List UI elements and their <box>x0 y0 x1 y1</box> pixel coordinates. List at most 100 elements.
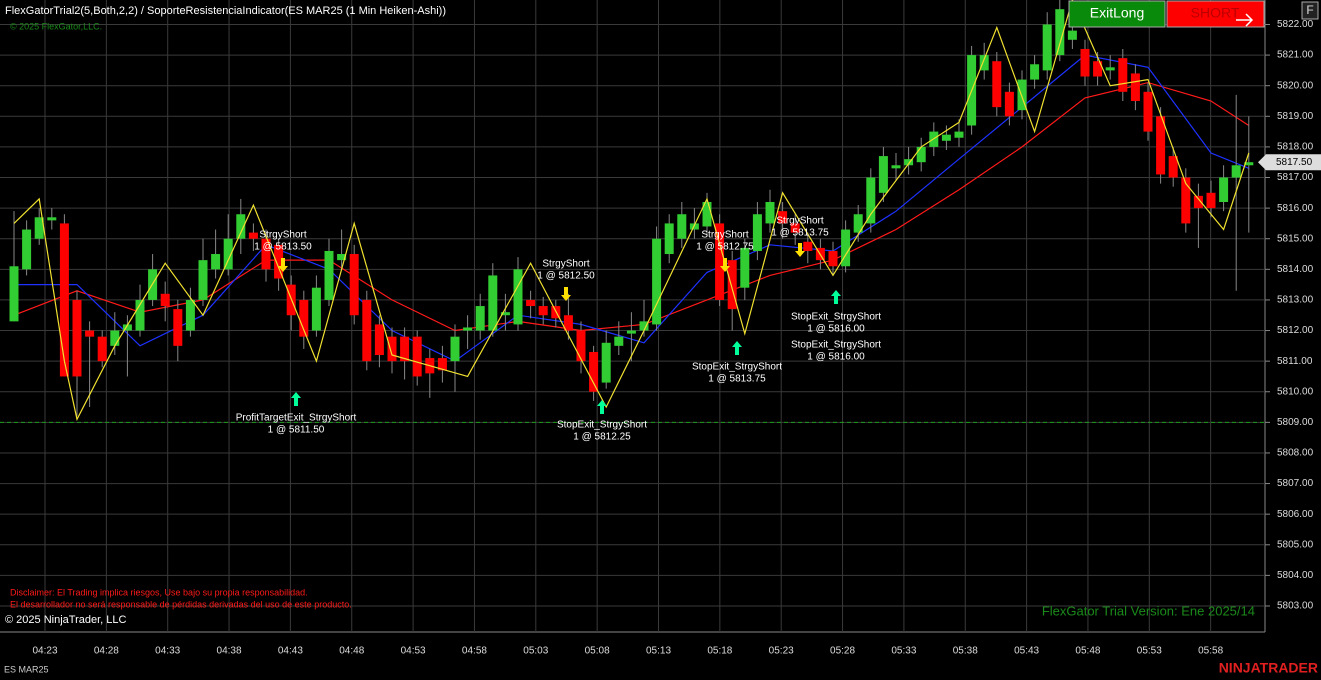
exit-arrow <box>831 290 841 304</box>
candle-body <box>248 232 258 239</box>
candle-body <box>1206 192 1216 209</box>
candle-body <box>639 321 649 331</box>
candle-body <box>727 260 737 310</box>
candle-body <box>866 177 876 224</box>
trade-annotation: StrgyShort <box>701 230 748 241</box>
candle-body <box>1093 61 1103 77</box>
candle-body <box>1080 48 1090 77</box>
trial-note: FlexGator Trial Version: Ene 2025/14 <box>1042 603 1255 618</box>
exit-arrow <box>732 341 742 355</box>
x-tick-label: 05:38 <box>953 646 978 657</box>
subtitle: © 2025 FlexGator,LLC. <box>10 21 102 31</box>
candle-body <box>752 214 762 251</box>
candle-body <box>513 269 523 325</box>
short-arrow-icon <box>1236 13 1254 27</box>
candle-body <box>349 254 359 316</box>
candle-body <box>601 342 611 383</box>
candle-body <box>1156 116 1166 175</box>
x-tick-label: 05:48 <box>1075 646 1100 657</box>
candle-body <box>47 217 57 221</box>
candle-body <box>85 330 95 337</box>
candle-body <box>475 306 485 331</box>
y-tick-label: 5809.00 <box>1277 417 1314 428</box>
candle-body <box>173 309 183 346</box>
y-tick-label: 5817.00 <box>1277 172 1314 183</box>
exit-long-button[interactable] <box>1068 0 1166 28</box>
y-tick-label: 5808.00 <box>1277 448 1314 459</box>
candle-body <box>1143 91 1153 132</box>
candle-body <box>1168 156 1178 178</box>
trade-annotation: 1 @ 5812.75 <box>696 242 754 253</box>
corner-button-label[interactable]: F <box>1306 3 1313 17</box>
chart-title: FlexGatorTrial2(5,Both,2,2) / SoporteRes… <box>5 5 446 17</box>
x-tick-label: 05:28 <box>830 646 855 657</box>
x-tick-label: 04:38 <box>217 646 242 657</box>
indicator-line <box>14 54 1250 362</box>
candle-body <box>72 299 82 377</box>
candle-body <box>122 324 132 331</box>
candle-body <box>1219 177 1229 202</box>
x-tick-label: 05:53 <box>1137 646 1162 657</box>
candle-body <box>34 217 44 239</box>
candle-body <box>1017 79 1027 111</box>
candle-body <box>1105 67 1115 71</box>
candle-body <box>374 324 384 356</box>
candle-body <box>9 266 19 322</box>
y-tick-label: 5818.00 <box>1277 142 1314 153</box>
trade-annotation: StrgyShort <box>259 230 306 241</box>
trade-annotation: 1 @ 5816.00 <box>807 324 865 335</box>
trade-annotation: StopExit_StrgyShort <box>692 362 782 373</box>
candle-body <box>904 159 914 166</box>
candle-body <box>185 299 195 331</box>
x-tick-label: 05:08 <box>585 646 610 657</box>
trade-annotation: 1 @ 5812.50 <box>537 271 595 282</box>
x-tick-label: 04:33 <box>155 646 180 657</box>
trade-annotation: 1 @ 5813.75 <box>771 228 829 239</box>
trade-annotation: StrgyShort <box>542 259 589 270</box>
candle-body <box>652 238 662 325</box>
trade-annotation: StopExit_StrgyShort <box>557 420 647 431</box>
candle-body <box>979 55 989 71</box>
candle-body <box>1030 64 1040 80</box>
x-tick-label: 05:18 <box>707 646 732 657</box>
y-tick-label: 5806.00 <box>1277 509 1314 520</box>
x-tick-label: 04:43 <box>278 646 303 657</box>
y-tick-label: 5805.00 <box>1277 539 1314 550</box>
exit-long-label[interactable]: ExitLong <box>1090 5 1144 21</box>
last-price-tag <box>1258 154 1321 171</box>
exit-arrow <box>597 400 607 414</box>
y-tick-label: 5812.00 <box>1277 325 1314 336</box>
candle-body <box>626 330 636 334</box>
candle-body <box>160 293 170 307</box>
y-tick-label: 5820.00 <box>1277 80 1314 91</box>
candle-body <box>1193 195 1203 209</box>
candle-body <box>400 336 410 362</box>
candle-body <box>110 330 120 346</box>
trade-annotation: StopExit_StrgyShort <box>791 312 881 323</box>
entry-arrow <box>795 243 805 257</box>
candle-body <box>526 299 536 307</box>
y-tick-label: 5811.00 <box>1277 356 1313 367</box>
candle-body <box>324 250 334 300</box>
x-tick-label: 04:48 <box>339 646 364 657</box>
candle-body <box>135 299 145 331</box>
trade-annotation: 1 @ 5812.25 <box>573 432 631 443</box>
candle-body <box>828 250 838 267</box>
candle-body <box>211 254 221 270</box>
candle-body <box>664 223 674 255</box>
candle-body <box>223 238 233 270</box>
candle-body <box>538 306 548 316</box>
trade-annotation: StrgyShort <box>776 216 823 227</box>
short-label[interactable]: SHORT <box>1191 5 1240 21</box>
short-button[interactable] <box>1166 0 1265 28</box>
candle-body <box>589 351 599 392</box>
x-tick-label: 05:43 <box>1014 646 1039 657</box>
y-tick-label: 5814.00 <box>1277 264 1314 275</box>
y-tick-label: 5803.00 <box>1277 601 1314 612</box>
corner-button[interactable] <box>1301 1 1319 20</box>
trade-annotation: 1 @ 5816.00 <box>807 352 865 363</box>
candle-body <box>387 336 397 362</box>
candle-body <box>412 336 422 377</box>
